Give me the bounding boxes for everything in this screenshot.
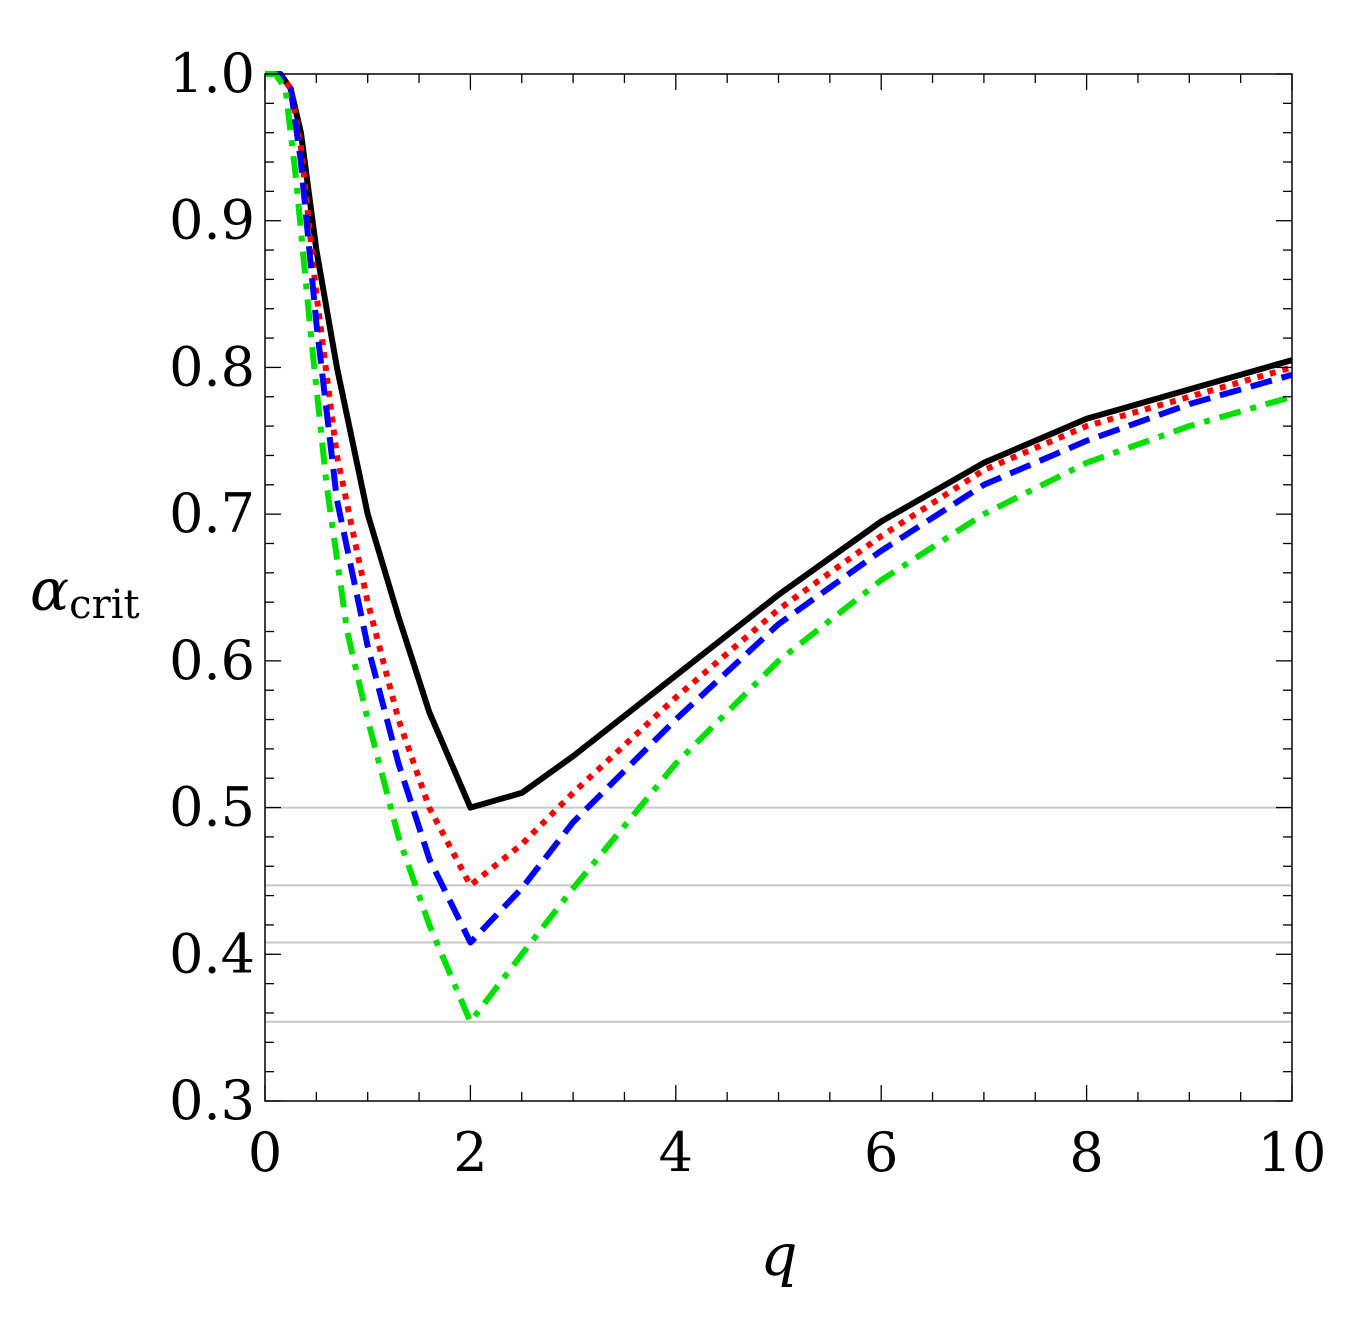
y-tick-label: 0.9 bbox=[169, 189, 255, 252]
series-group bbox=[265, 71, 1293, 1025]
reference-lines bbox=[265, 806, 1292, 1023]
series-line-0 bbox=[265, 71, 1293, 811]
y-tick-labels: 0.3 0.4 0.5 0.6 0.7 0.8 0.9 1.0 bbox=[169, 42, 255, 1132]
y-tick-label: 0.7 bbox=[169, 482, 255, 545]
x-tick-label: 0 bbox=[248, 1121, 282, 1184]
x-tick-label: 6 bbox=[864, 1121, 898, 1184]
x-axis-title: q bbox=[760, 1221, 797, 1289]
plot-frame bbox=[264, 73, 1293, 1102]
y-tick-label: 0.3 bbox=[169, 1069, 255, 1132]
series-line-3 bbox=[265, 71, 1293, 1025]
y-tick-label: 0.8 bbox=[169, 335, 255, 398]
y-tick-label: 1.0 bbox=[169, 42, 255, 105]
series-line-2 bbox=[265, 71, 1293, 946]
x-tick-labels: 0 2 4 6 8 10 bbox=[248, 1121, 1327, 1184]
x-tick-label: 4 bbox=[659, 1121, 693, 1184]
y-axis-title-main: α bbox=[30, 556, 69, 624]
x-tick-label: 8 bbox=[1069, 1121, 1103, 1184]
y-tick-label: 0.6 bbox=[169, 629, 255, 692]
y-tick-label: 0.5 bbox=[169, 776, 255, 839]
y-tick-label: 0.4 bbox=[169, 922, 255, 985]
y-axis-title: αcrit bbox=[30, 556, 140, 628]
y-axis-title-sub: crit bbox=[69, 582, 139, 628]
tick-marks bbox=[264, 73, 1293, 1102]
series-line-1 bbox=[265, 71, 1293, 889]
x-tick-label: 10 bbox=[1258, 1121, 1327, 1184]
x-tick-label: 2 bbox=[453, 1121, 487, 1184]
